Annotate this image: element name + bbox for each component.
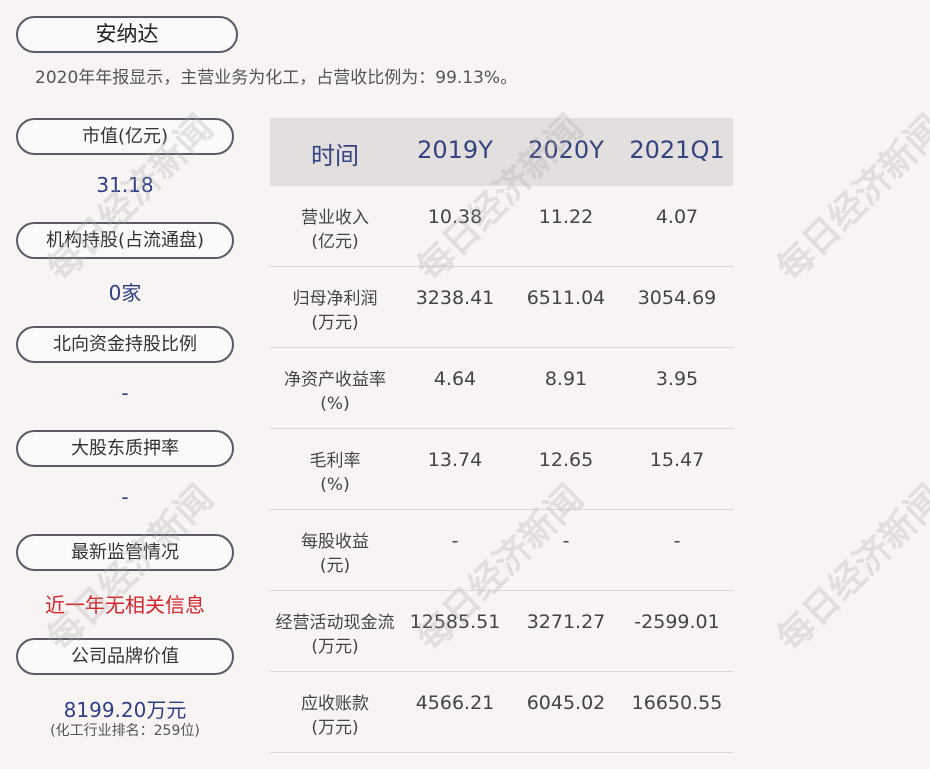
- cell-value: 15.47: [649, 449, 705, 471]
- row-unit: (元): [319, 556, 351, 576]
- cell-value: -: [673, 530, 681, 552]
- metric-value: 8199.20万元: [63, 698, 187, 722]
- cell-value: 12.65: [538, 449, 594, 471]
- row-divider: [270, 752, 733, 753]
- metric-value: 近一年无相关信息: [45, 593, 205, 617]
- cell-value: 3271.27: [526, 611, 606, 633]
- row-label: 净资产收益率: [284, 370, 386, 390]
- cell-value: 4.64: [433, 368, 477, 390]
- metric-label: 公司品牌价值: [16, 638, 234, 675]
- cell-value: 6045.02: [526, 692, 606, 714]
- cell-value: -: [562, 530, 570, 552]
- cell-value: 16650.55: [631, 692, 723, 714]
- cell-value: 4566.21: [415, 692, 495, 714]
- cell-value: 10.38: [427, 206, 483, 228]
- metric-value: 31.18: [96, 173, 154, 197]
- cell-value: 11.22: [538, 206, 594, 228]
- metric-label: 北向资金持股比例: [16, 326, 234, 363]
- metric-value: -: [121, 381, 129, 405]
- cell-value: 12585.51: [409, 611, 501, 633]
- row-unit: (万元): [311, 637, 359, 657]
- metric-label: 最新监管情况: [16, 534, 234, 571]
- row-divider: [270, 671, 733, 672]
- row-unit: (亿元): [311, 232, 359, 252]
- row-unit: (%): [320, 475, 350, 495]
- summary: 2020年年报显示，主营业务为化工，占营收比例为：99.13%。: [35, 68, 518, 88]
- table-header-bg: [270, 118, 733, 186]
- cell-value: 13.74: [427, 449, 483, 471]
- metric-note: (化工行业排名：259位): [50, 723, 200, 739]
- column-header: 2019Y: [417, 136, 493, 164]
- cell-value: 3054.69: [637, 287, 717, 309]
- row-label: 毛利率: [309, 451, 361, 471]
- watermark: 每日经济新闻: [769, 477, 930, 660]
- cell-value: -2599.01: [634, 611, 720, 633]
- metric-value: 0家: [108, 281, 142, 305]
- metric-label: 机构持股(占流通盘): [16, 222, 234, 259]
- cell-value: 4.07: [655, 206, 699, 228]
- cell-value: 8.91: [544, 368, 588, 390]
- row-divider: [270, 428, 733, 429]
- row-label: 归母净利润: [292, 289, 378, 309]
- row-divider: [270, 266, 733, 267]
- row-divider: [270, 590, 733, 591]
- column-header: 2020Y: [528, 136, 604, 164]
- watermark: 每日经济新闻: [769, 107, 930, 290]
- cell-value: 3238.41: [415, 287, 495, 309]
- row-label: 应收账款: [301, 694, 369, 714]
- cell-value: -: [451, 530, 459, 552]
- column-header: 2021Q1: [629, 136, 725, 164]
- cell-value: 6511.04: [526, 287, 606, 309]
- metric-label: 大股东质押率: [16, 430, 234, 467]
- row-unit: (%): [320, 394, 350, 414]
- row-divider: [270, 347, 733, 348]
- metric-value: -: [121, 485, 129, 509]
- row-unit: (万元): [311, 718, 359, 738]
- metric-label: 市值(亿元): [16, 118, 234, 155]
- row-label: 经营活动现金流: [275, 613, 395, 633]
- row-label: 每股收益: [301, 532, 369, 552]
- row-divider: [270, 509, 733, 510]
- company-name: 安纳达: [16, 16, 238, 53]
- row-unit: (万元): [311, 313, 359, 333]
- column-header: 时间: [311, 142, 359, 170]
- cell-value: 3.95: [655, 368, 699, 390]
- row-label: 营业收入: [301, 208, 369, 228]
